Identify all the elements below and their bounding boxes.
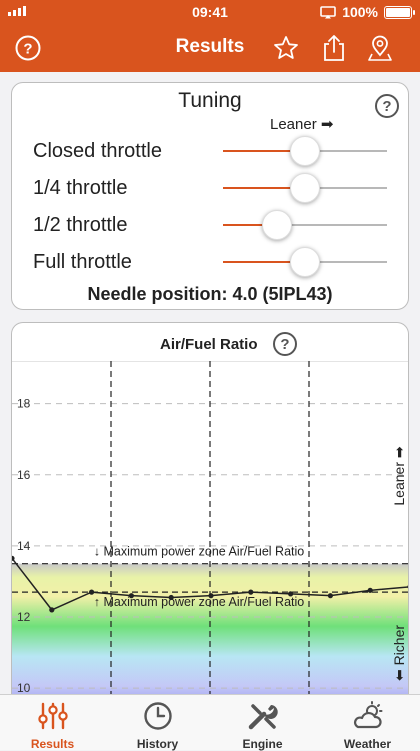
slider-thumb[interactable] <box>262 210 293 240</box>
air-fuel-chart: ↓ Maximum power zone Air/Fuel Ratio ↑ Max… <box>12 361 408 712</box>
help-button[interactable]: ? <box>14 34 42 62</box>
reference-label: ↓ Maximum power zone Air/Fuel Ratio <box>94 545 305 559</box>
tuning-title: Tuning <box>178 89 242 112</box>
half-throttle-slider[interactable] <box>223 210 387 240</box>
status-time: 09:41 <box>192 4 228 20</box>
y-tick-label: 10 <box>17 681 31 695</box>
half-throttle-label: 1/2 throttle <box>33 214 128 236</box>
afr-point <box>327 593 333 599</box>
y-tick-label: 16 <box>17 468 31 482</box>
quarter-throttle-label: 1/4 throttle <box>33 177 128 199</box>
wrench-icon <box>248 704 278 730</box>
tab-history[interactable]: History <box>105 695 210 751</box>
tab-engine[interactable]: Engine <box>210 695 315 751</box>
screen-mirror-icon <box>320 5 336 18</box>
map-pin-icon <box>368 35 392 61</box>
afr-point <box>168 594 174 601</box>
chart-title: Air/Fuel Ratio <box>160 336 258 353</box>
battery-icon <box>384 5 415 19</box>
afr-point <box>367 587 373 593</box>
leaner-label: Leaner ➡ <box>270 116 334 133</box>
cloud-sun-icon <box>354 701 383 729</box>
afr-point <box>248 589 254 595</box>
afr-point <box>128 593 134 599</box>
slider-fill <box>223 261 305 263</box>
svg-text:?: ? <box>23 41 32 58</box>
favorite-button[interactable] <box>272 34 300 62</box>
afr-point <box>89 589 95 595</box>
slider-fill <box>223 224 278 226</box>
clock-icon <box>144 702 172 730</box>
y-tick-label: 12 <box>17 610 31 624</box>
closed-throttle-slider[interactable] <box>223 136 387 166</box>
tab-results-label: Results <box>30 737 75 751</box>
chart-help-icon[interactable]: ? <box>273 332 297 356</box>
slider-thumb[interactable] <box>290 173 320 203</box>
slider-fill <box>223 187 305 189</box>
tab-engine-label: Engine <box>242 737 283 751</box>
help-icon: ? <box>15 35 41 61</box>
tuning-card: Tuning ? Leaner ➡ Closed throttle 1/4 th… <box>11 82 409 310</box>
share-button[interactable] <box>320 34 348 62</box>
tuning-help-icon[interactable]: ? <box>375 94 399 118</box>
slider-thumb[interactable] <box>290 247 320 277</box>
quarter-throttle-slider[interactable] <box>223 173 387 203</box>
nav-bar: ? Results <box>0 22 420 72</box>
afr-point <box>208 593 214 599</box>
afr-point <box>49 607 55 613</box>
status-bar: 09:41 100% <box>0 0 420 22</box>
battery-percent: 100% <box>342 4 378 20</box>
richer-axis-label: ⬅ Richer <box>391 625 407 681</box>
afr-point <box>12 555 15 561</box>
afr-point <box>288 591 294 597</box>
tab-bar: Results History Engine Weather <box>0 694 420 751</box>
needle-position: Needle position: 4.0 (5IPL43) <box>87 284 333 304</box>
zone-gradient <box>12 563 408 712</box>
sliders-icon <box>38 702 68 730</box>
page-title: Results <box>175 36 245 57</box>
share-icon <box>324 35 344 61</box>
tab-weather-label: Weather <box>343 737 392 751</box>
closed-throttle-label: Closed throttle <box>33 140 162 162</box>
star-icon <box>274 36 298 59</box>
tab-weather[interactable]: Weather <box>315 695 420 751</box>
signal-icon <box>8 6 26 16</box>
slider-thumb[interactable] <box>290 136 320 166</box>
air-fuel-chart-card: Air/Fuel Ratio ? ↓ Maximum power zone Ai… <box>11 322 409 712</box>
afr-point <box>407 585 408 589</box>
leaner-axis-label: Leaner ➡ <box>391 446 407 505</box>
location-button[interactable] <box>366 34 394 62</box>
tab-results[interactable]: Results <box>0 695 105 751</box>
tab-history-label: History <box>136 737 179 751</box>
slider-fill <box>223 150 305 152</box>
reference-label: ↑ Maximum power zone Air/Fuel Ratio <box>94 595 305 609</box>
y-tick-label: 14 <box>17 539 31 553</box>
y-tick-label: 18 <box>17 397 31 411</box>
full-throttle-label: Full throttle <box>33 251 132 273</box>
full-throttle-slider[interactable] <box>223 247 387 277</box>
